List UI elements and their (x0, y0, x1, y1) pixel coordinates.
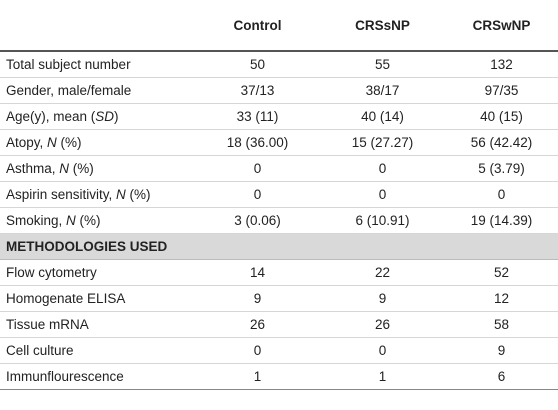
cell: 19 (14.39) (445, 207, 558, 234)
table-row: Smoking, N (%) 3 (0.06) 6 (10.91) 19 (14.39… (0, 207, 558, 234)
table-row: Gender, male/female 37/13 38/17 97/35 (0, 77, 558, 104)
label-text: Total subject number (6, 57, 131, 72)
cell: 22 (320, 259, 445, 286)
row-label: Total subject number (0, 51, 195, 78)
column-header: Control (195, 0, 320, 52)
cell: 6 (445, 363, 558, 390)
table-row: Tissue mRNA 26 26 58 (0, 311, 558, 338)
cell: 26 (195, 311, 320, 338)
label-italic: N (47, 135, 57, 150)
table-row: Total subject number 50 55 132 (0, 51, 558, 78)
cell: 0 (320, 155, 445, 182)
cell: 55 (320, 51, 445, 78)
cell: 0 (320, 337, 445, 364)
label-text: Gender, male/female (6, 83, 132, 98)
cell: 3 (0.06) (195, 207, 320, 234)
table-row: Asthma, N (%) 0 0 5 (3.79) (0, 155, 558, 182)
cell: 9 (445, 337, 558, 364)
label-text: Atopy, (6, 135, 48, 150)
section-title: METHODOLOGIES USED (0, 233, 558, 260)
table-row: Aspirin sensitivity, N (%) 0 0 0 (0, 181, 558, 208)
column-header: CRSsNP (320, 0, 445, 52)
cell: 0 (320, 181, 445, 208)
cell: 132 (445, 51, 558, 78)
cell: 6 (10.91) (320, 207, 445, 234)
table-row: Atopy, N (%) 18 (36.00) 15 (27.27) 56 (42.4… (0, 129, 558, 156)
cell: 0 (195, 337, 320, 364)
cell: 0 (445, 181, 558, 208)
label-text: Asthma, (6, 161, 60, 176)
cell: 33 (11) (195, 103, 320, 130)
section-row: METHODOLOGIES USED (0, 233, 558, 260)
cell: 1 (320, 363, 445, 390)
cell: 40 (15) (445, 103, 558, 130)
column-header: CRSwNP (445, 0, 558, 52)
cell: 40 (14) (320, 103, 445, 130)
row-label: Tissue mRNA (0, 311, 195, 338)
row-label: Asthma, N (%) (0, 155, 195, 182)
cell: 0 (195, 155, 320, 182)
label-text: Flow cytometry (6, 265, 97, 280)
label-text: ) (114, 109, 119, 124)
table-row: Homogenate ELISA 9 9 12 (0, 285, 558, 312)
row-label: Cell culture (0, 337, 195, 364)
label-italic: N (59, 161, 70, 176)
label-text: (%) (75, 213, 101, 228)
cell: 9 (195, 285, 320, 312)
row-label: Age(y), mean (SD) (0, 103, 195, 130)
header-blank (0, 0, 195, 52)
row-label: Atopy, N (%) (0, 129, 195, 156)
cell: 26 (320, 311, 445, 338)
cell: 18 (36.00) (195, 129, 320, 156)
cell: 97/35 (445, 77, 558, 104)
label-text: Smoking, (6, 213, 67, 228)
label-text: Homogenate ELISA (6, 291, 126, 306)
label-text: (%) (56, 135, 82, 150)
cell: 56 (42.42) (445, 129, 558, 156)
header-row: Control CRSsNP CRSwNP (0, 0, 558, 52)
cell: 50 (195, 51, 320, 78)
label-text: Tissue mRNA (6, 317, 89, 332)
label-text: Aspirin sensitivity, (6, 187, 117, 202)
label-text: Immunflourescence (6, 369, 124, 384)
row-label: Aspirin sensitivity, N (%) (0, 181, 195, 208)
label-italic: N (116, 187, 126, 202)
label-italic: N (66, 213, 76, 228)
cell: 9 (320, 285, 445, 312)
cell: 15 (27.27) (320, 129, 445, 156)
cell: 58 (445, 311, 558, 338)
cell: 1 (195, 363, 320, 390)
table-row: Immunflourescence 1 1 6 (0, 363, 558, 390)
label-text: Age(y), mean ( (6, 109, 96, 124)
label-text: (%) (125, 187, 151, 202)
row-label: Smoking, N (%) (0, 207, 195, 234)
data-table: Control CRSsNP CRSwNP Total subject number… (0, 0, 558, 390)
cell: 12 (445, 285, 558, 312)
label-text: (%) (69, 161, 94, 176)
label-text: Cell culture (6, 343, 74, 358)
row-label: Flow cytometry (0, 259, 195, 286)
row-label: Gender, male/female (0, 77, 195, 104)
cell: 5 (3.79) (445, 155, 558, 182)
table-row: Flow cytometry 14 22 52 (0, 259, 558, 286)
table-row: Age(y), mean (SD) 33 (11) 40 (14) 40 (15) (0, 103, 558, 130)
cell: 38/17 (320, 77, 445, 104)
row-label: Homogenate ELISA (0, 285, 195, 312)
cell: 37/13 (195, 77, 320, 104)
cell: 52 (445, 259, 558, 286)
label-italic: SD (95, 109, 115, 124)
row-label: Immunflourescence (0, 363, 195, 390)
table-row: Cell culture 0 0 9 (0, 337, 558, 364)
cell: 14 (195, 259, 320, 286)
cell: 0 (195, 181, 320, 208)
table-body: Total subject number 50 55 132 Gender, male/… (0, 51, 558, 390)
